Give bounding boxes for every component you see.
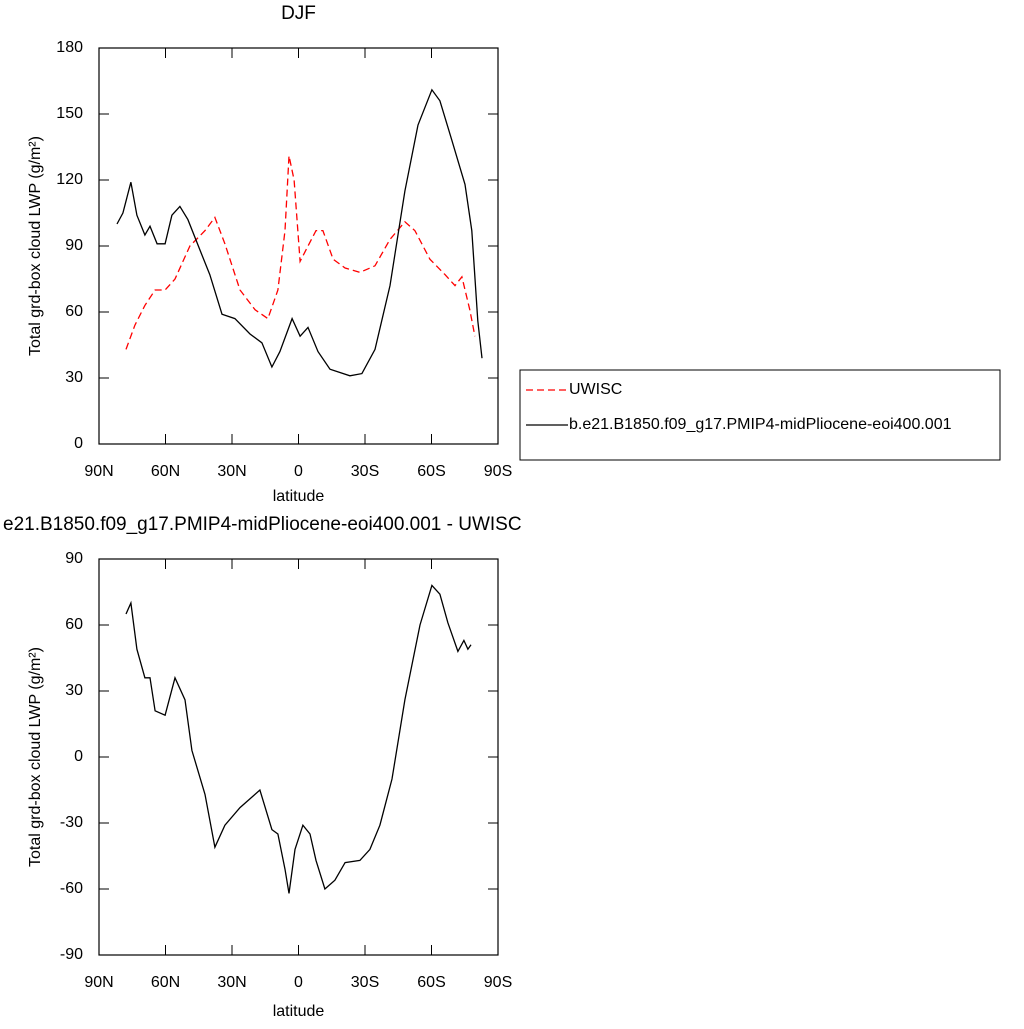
y-tick-label: 60 — [65, 616, 83, 633]
y-tick-label: -30 — [60, 814, 83, 831]
x-tick-label: 90S — [484, 463, 512, 480]
x-tick-label: 60S — [417, 463, 445, 480]
y-tick-label: -60 — [60, 880, 83, 897]
y-axis-label: Total grd-box cloud LWP (g/m²) — [27, 647, 44, 867]
y-tick-label: 30 — [65, 682, 83, 699]
data-line — [125, 584, 472, 894]
y-tick-label: 180 — [56, 39, 83, 56]
y-axis-label: Total grd-box cloud LWP (g/m²) — [27, 136, 44, 356]
y-tick-label: 60 — [65, 303, 83, 320]
x-tick-label: 30S — [351, 974, 379, 991]
x-tick-label: 30S — [351, 463, 379, 480]
y-tick-label: 90 — [65, 550, 83, 567]
data-line — [125, 155, 476, 350]
x-tick-label: 60S — [417, 974, 445, 991]
y-tick-label: 90 — [65, 237, 83, 254]
legend: UWISC b.e21.B1850.f09_g17.PMIP4-midPlioce… — [519, 369, 1001, 461]
x-tick-label: 0 — [294, 463, 303, 480]
x-tick-label: 90S — [484, 974, 512, 991]
x-axis-label: latitude — [273, 1003, 325, 1020]
x-tick-label: 0 — [294, 974, 303, 991]
data-line — [116, 88, 483, 377]
y-tick-label: 0 — [74, 435, 83, 452]
x-tick-label: 60N — [151, 463, 180, 480]
y-tick-label: 120 — [56, 171, 83, 188]
x-tick-label: 90N — [84, 463, 113, 480]
y-tick-label: 30 — [65, 369, 83, 386]
y-tick-label: 150 — [56, 105, 83, 122]
plot-frame — [98, 47, 499, 445]
y-tick-label: 0 — [74, 748, 83, 765]
legend-label: b.e21.B1850.f09_g17.PMIP4-midPliocene-eo… — [569, 416, 952, 433]
y-tick-label: -90 — [60, 946, 83, 963]
chart-title: DJF — [281, 3, 316, 24]
legend-label: UWISC — [569, 381, 622, 398]
x-axis-label: latitude — [273, 488, 325, 505]
x-tick-label: 30N — [217, 974, 246, 991]
x-tick-label: 90N — [84, 974, 113, 991]
legend-box — [519, 369, 1001, 461]
plot-frame — [98, 558, 499, 956]
chart-title: e21.B1850.f09_g17.PMIP4-midPliocene-eoi4… — [3, 514, 522, 535]
x-tick-label: 30N — [217, 463, 246, 480]
x-tick-label: 60N — [151, 974, 180, 991]
